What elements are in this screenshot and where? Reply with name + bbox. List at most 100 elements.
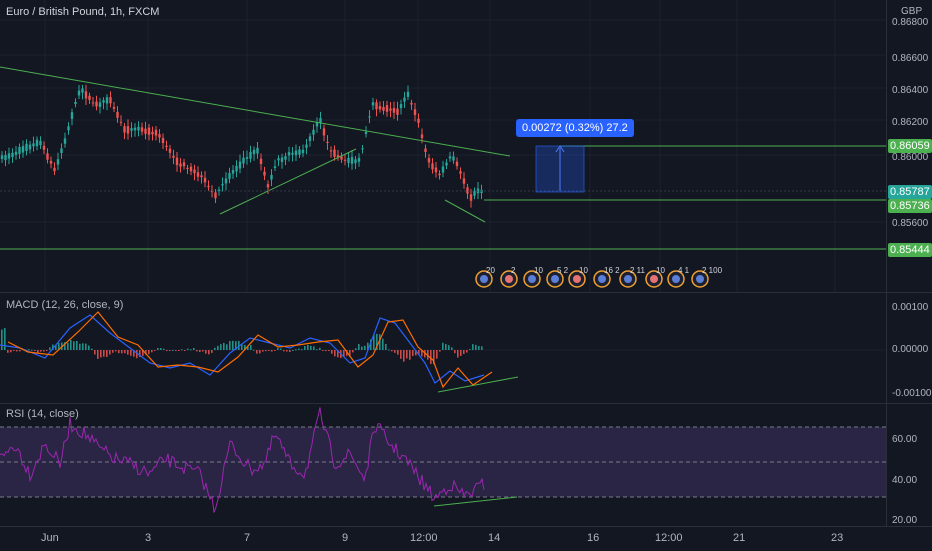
candle-body <box>263 171 266 176</box>
macd-histogram-bar <box>322 350 324 351</box>
macd-histogram-bar <box>73 341 75 350</box>
macd-histogram-bar <box>205 350 207 354</box>
macd-histogram-bar <box>355 348 357 350</box>
candle-body <box>413 109 417 116</box>
macd-histogram-bar <box>106 350 108 357</box>
candle-body <box>473 190 476 196</box>
candle-body <box>168 148 172 153</box>
measure-arrowhead <box>555 145 565 153</box>
rsi-pane[interactable]: RSI (14, close) <box>0 404 886 526</box>
candle-body <box>161 137 165 144</box>
candle-body <box>361 148 364 150</box>
candle-body <box>417 118 420 123</box>
macd-histogram-bar <box>160 348 162 350</box>
time-tick: 7 <box>244 532 251 544</box>
macd-histogram-bar <box>268 350 270 351</box>
candle-body <box>123 126 126 133</box>
event-badge-flag <box>672 275 680 283</box>
candle-body <box>193 169 196 174</box>
macd-line <box>0 314 485 384</box>
macd-histogram-bar <box>133 350 135 357</box>
pane-separator[interactable] <box>0 292 932 293</box>
macd-histogram-bar <box>472 344 474 350</box>
macd-chart[interactable] <box>0 293 886 403</box>
rsi-chart[interactable] <box>0 404 886 526</box>
macd-histogram-bar <box>388 349 390 351</box>
candle-body <box>28 144 32 150</box>
rsi-divergence-line <box>433 496 518 507</box>
candle-body <box>455 161 459 167</box>
candle-body <box>25 143 28 152</box>
candle-body <box>294 150 298 156</box>
macd-histogram-bar <box>382 338 384 350</box>
event-badge-flag <box>624 275 632 283</box>
rsi-line <box>0 407 485 513</box>
macd-histogram-bar <box>181 349 183 351</box>
macd-histogram-bar <box>235 341 237 350</box>
macd-histogram-bar <box>433 350 435 365</box>
candle-body <box>154 129 158 136</box>
event-badge-count: 2 11 <box>630 266 646 275</box>
candle-body <box>172 155 175 158</box>
macd-histogram-bar <box>19 350 21 352</box>
macd-pane[interactable]: MACD (12, 26, close, 9) <box>0 293 886 403</box>
candle-body <box>95 101 98 107</box>
macd-histogram-bar <box>391 350 393 352</box>
event-badge: 10 <box>523 266 543 288</box>
candle-body <box>179 163 182 167</box>
candle-body <box>147 127 151 135</box>
candle-body <box>420 134 424 139</box>
candle-body <box>343 159 347 161</box>
macd-histogram-bar <box>157 348 159 350</box>
candle-body <box>0 155 4 160</box>
event-badge: 2 <box>500 266 518 288</box>
time-tick: 23 <box>831 532 844 544</box>
macd-histogram-bar <box>316 349 318 351</box>
candle-body <box>431 163 434 170</box>
event-badge: 16 2 <box>593 266 620 288</box>
macd-histogram-bar <box>436 350 438 359</box>
macd-histogram-bar <box>127 350 129 355</box>
candle-body <box>462 178 466 184</box>
macd-histogram-bar <box>166 350 168 352</box>
macd-histogram-bar <box>418 350 420 355</box>
candle-body <box>392 108 396 113</box>
candle-body <box>46 153 49 160</box>
candle-body <box>67 126 70 131</box>
macd-histogram-bar <box>478 346 480 350</box>
candle-body <box>441 166 445 173</box>
candle-body <box>305 144 308 148</box>
candle-body <box>340 156 343 160</box>
time-axis[interactable] <box>0 526 932 551</box>
trendline-wedge <box>444 199 486 223</box>
candle-body <box>130 128 133 131</box>
macd-histogram-bar <box>175 350 177 351</box>
price-tick: 0.86600 <box>892 53 929 64</box>
price-tick: 0.85600 <box>892 218 929 229</box>
macd-histogram-bar <box>430 350 432 365</box>
event-badge: 4 1 <box>667 266 690 288</box>
macd-histogram-bar <box>334 350 336 357</box>
event-badge-count: 5 2 <box>557 266 569 275</box>
pane-separator[interactable] <box>0 403 932 404</box>
trendline-support <box>219 148 357 215</box>
macd-histogram-bar <box>295 349 297 351</box>
candle-body <box>378 106 382 110</box>
macd-histogram-bar <box>97 350 99 359</box>
event-badge-flag <box>650 275 658 283</box>
macd-histogram-bar <box>229 341 231 350</box>
macd-histogram-bar <box>451 347 453 350</box>
macd-histogram-bar <box>310 345 312 350</box>
macd-histogram-bar <box>193 348 195 350</box>
macd-histogram-bar <box>475 344 477 350</box>
candle-body <box>18 147 21 154</box>
macd-histogram-bar <box>217 345 219 350</box>
price-axis[interactable]: GBP <box>886 0 932 526</box>
macd-histogram-bar <box>343 350 345 357</box>
macd-histogram-bar <box>145 350 147 355</box>
macd-histogram-bar <box>154 350 156 351</box>
candle-body <box>319 118 322 124</box>
candle-body <box>238 161 242 169</box>
